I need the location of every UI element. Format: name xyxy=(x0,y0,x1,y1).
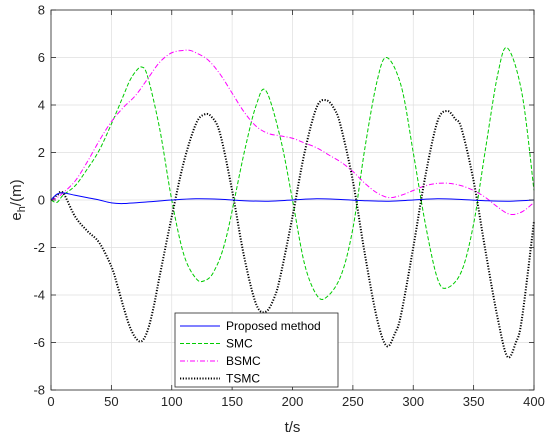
legend-label-2: BSMC xyxy=(226,354,261,368)
x-tick-label-3: 150 xyxy=(221,394,243,409)
tick-labels: 0 50 100 150 200 250 300 350 400 -8 -6 -4 -2 0 2 4 6 8 xyxy=(33,3,544,410)
series-line-bsmc xyxy=(50,49,535,215)
series-line-tsmc xyxy=(50,98,535,359)
y-axis-label: eh/(m) xyxy=(8,179,28,220)
x-tick-label-5: 250 xyxy=(342,394,364,409)
x-tick-label-2: 100 xyxy=(161,394,183,409)
y-axis-label-sub: h xyxy=(16,206,28,212)
legend-label-1: SMC xyxy=(226,337,253,351)
series-layer xyxy=(50,47,535,359)
y-tick-label-4: 0 xyxy=(38,193,45,208)
y-tick-label-8: 8 xyxy=(38,3,45,18)
x-tick-label-0: 0 xyxy=(47,394,54,409)
x-tick-label-8: 400 xyxy=(523,394,545,409)
y-tick-label-0: -8 xyxy=(33,383,45,398)
y-tick-label-2: -4 xyxy=(33,288,45,303)
legend-box xyxy=(174,312,339,388)
svg-text:eh/(m): eh/(m) xyxy=(8,179,28,220)
y-tick-label-5: 2 xyxy=(38,145,45,160)
y-tick-label-7: 6 xyxy=(38,50,45,65)
legend-label-0: Proposed method xyxy=(226,319,321,333)
x-tick-label-1: 50 xyxy=(104,394,118,409)
series-line-proposed-method xyxy=(50,192,535,205)
y-tick-label-1: -6 xyxy=(33,335,45,350)
x-tick-label-4: 200 xyxy=(282,394,304,409)
x-tick-label-6: 300 xyxy=(402,394,424,409)
legend-label-3: TSMC xyxy=(226,372,260,386)
y-axis-label-main: e xyxy=(8,212,25,220)
x-axis-label: t/s xyxy=(285,419,301,436)
legend: Proposed method SMC BSMC TSMC xyxy=(174,312,339,388)
ticks xyxy=(50,9,535,391)
y-tick-label-3: -2 xyxy=(33,240,45,255)
x-tick-label-7: 350 xyxy=(463,394,485,409)
series-line-smc xyxy=(50,47,535,300)
y-axis-label-unit: /(m) xyxy=(8,179,25,206)
y-tick-label-6: 4 xyxy=(38,98,45,113)
